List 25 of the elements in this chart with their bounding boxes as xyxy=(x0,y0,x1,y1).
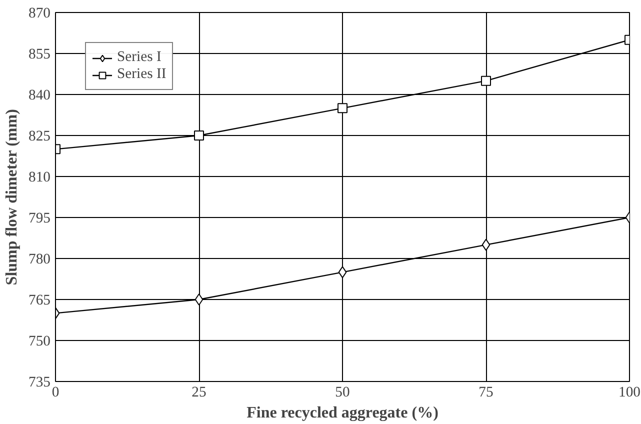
point xyxy=(194,130,204,140)
y-tick-label: 810 xyxy=(28,170,50,186)
legend-label: Series II xyxy=(117,66,166,83)
x-tick-label: 0 xyxy=(52,384,60,400)
x-tick-label: 75 xyxy=(478,384,494,400)
point xyxy=(194,294,204,306)
y-tick-label: 870 xyxy=(28,6,50,22)
x-tick-label: 25 xyxy=(192,384,206,400)
legend-label: Series I xyxy=(117,49,162,66)
y-axis-title: Slump flow dimeter (mm) xyxy=(4,109,21,286)
x-tick-label: 50 xyxy=(335,384,350,400)
y-tick-label: 780 xyxy=(28,252,50,268)
x-axis-title: Fine recycled aggregate (%) xyxy=(246,404,438,422)
y-tick-label: 840 xyxy=(28,88,50,104)
point xyxy=(482,238,490,251)
point xyxy=(338,266,347,278)
y-tick-label: 795 xyxy=(28,210,50,226)
y-tick-label: 765 xyxy=(28,292,50,308)
point xyxy=(481,76,491,86)
point xyxy=(338,103,348,114)
y-tick-label: 825 xyxy=(28,128,50,144)
y-tick-label: 855 xyxy=(28,46,50,62)
x-tick-label: 100 xyxy=(618,384,640,400)
y-tick-label: 735 xyxy=(28,374,50,390)
y-tick-label: 750 xyxy=(28,334,50,350)
